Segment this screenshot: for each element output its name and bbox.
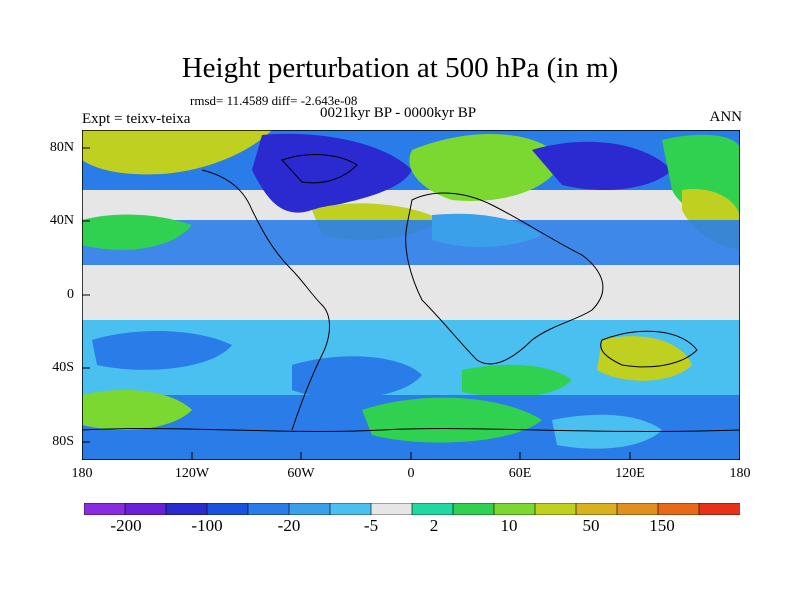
period-label: 0021kyr BP - 0000kyr BP — [320, 105, 477, 121]
colorbar-label: 2 — [429, 516, 439, 535]
colorbar-label: -5 — [363, 516, 379, 535]
colorbar-swatch — [493, 503, 536, 515]
coast-antarctica — [82, 428, 740, 432]
colorbar-swatch — [698, 503, 740, 515]
colorbar-swatch — [411, 503, 454, 515]
lon-label: 180 — [71, 466, 93, 481]
lat-label: 0 — [67, 287, 74, 302]
lat-label: 80S — [52, 434, 74, 449]
map-panel — [82, 130, 740, 460]
experiment-label: Expt = teixv-teixa — [82, 111, 191, 127]
colorbar-swatch — [370, 503, 413, 515]
field-darkblue — [532, 141, 672, 190]
colorbar-label: -200 — [110, 516, 142, 535]
lat-label: 40N — [49, 213, 74, 228]
coast-greenland — [281, 154, 358, 184]
field-lightblue — [552, 414, 662, 449]
colorbar-swatch — [165, 503, 208, 515]
field-green — [82, 214, 192, 250]
colorbar-swatch — [124, 503, 167, 515]
lon-label: 60W — [287, 466, 315, 481]
coastlines — [82, 154, 740, 432]
field-yellow — [82, 130, 272, 175]
lon-label: 120W — [174, 466, 210, 481]
colorbar-swatch — [575, 503, 618, 515]
colorbar — [84, 503, 740, 515]
colorbar-label: -100 — [191, 516, 223, 535]
colorbar-swatch — [534, 503, 577, 515]
stats-line: rmsd= 11.4589 diff= -2.643e-08 — [190, 93, 358, 108]
field-green — [362, 397, 542, 443]
colorbar-swatch — [206, 503, 249, 515]
field-blue — [292, 356, 422, 399]
lon-label: 0 — [407, 466, 415, 481]
field-yellow — [597, 336, 692, 381]
field-lightblue — [432, 213, 542, 247]
colorbar-swatch — [288, 503, 331, 515]
colorbar-swatch — [329, 503, 372, 515]
field-green — [409, 133, 562, 201]
colorbar-swatch — [247, 503, 290, 515]
colorbar-label: 150 — [649, 516, 675, 535]
coast-australia — [600, 330, 698, 368]
axis-ticks — [82, 147, 740, 460]
colorbar-label: 50 — [582, 516, 600, 535]
field-darkblue — [252, 133, 412, 213]
colorbar-swatch — [657, 503, 700, 515]
lat-label: 40S — [52, 360, 74, 375]
colorbar-swatch — [84, 503, 126, 515]
lon-label: 180 — [729, 466, 751, 481]
field-band — [82, 320, 740, 395]
colorbar-swatch — [616, 503, 659, 515]
lon-label: 60E — [508, 466, 532, 481]
field-green — [462, 364, 572, 397]
lon-label: 120E — [615, 466, 645, 481]
coast-americas — [201, 169, 330, 431]
lat-label: 80N — [49, 140, 74, 155]
coast-afro-eurasia — [405, 192, 604, 365]
field-blue — [92, 330, 232, 370]
plot-title: Height perturbation at 500 hPa (in m) — [181, 52, 619, 84]
field-band — [82, 220, 740, 265]
colorbar-label: -20 — [277, 516, 301, 535]
colorbar-swatch — [452, 503, 495, 515]
colorbar-label: 10 — [500, 516, 518, 535]
season-label: ANN — [709, 109, 743, 125]
field-neutral — [82, 265, 740, 320]
field-green — [82, 390, 192, 430]
